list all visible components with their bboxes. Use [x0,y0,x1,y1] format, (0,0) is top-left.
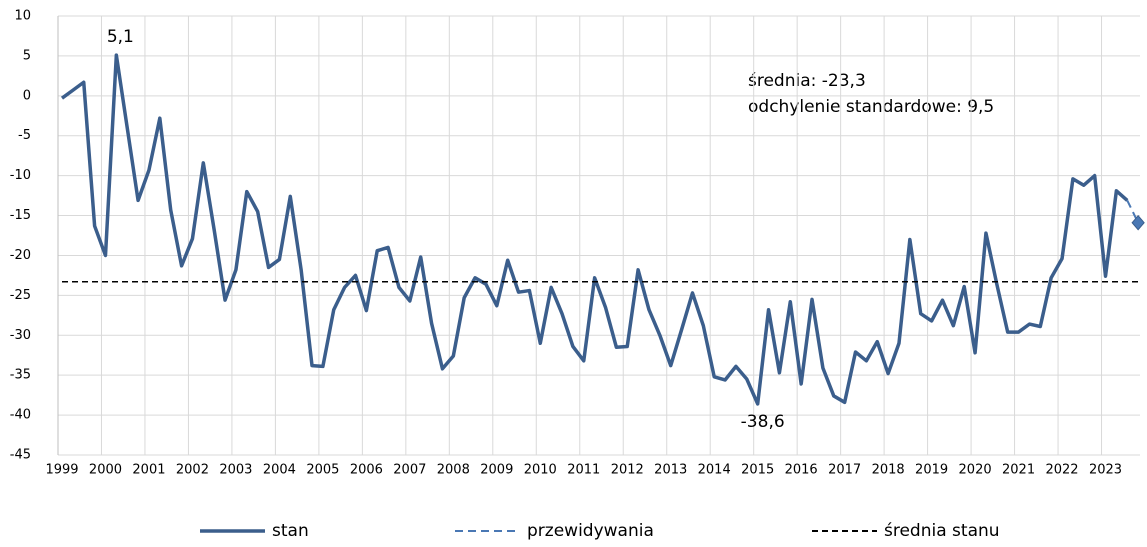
x-tick-label: 2020 [959,463,992,478]
y-tick-label: -5 [18,128,31,143]
data-label: 5,1 [107,27,134,47]
x-tick-label: 2018 [872,463,905,478]
y-tick-label: -20 [10,248,31,263]
x-tick-label: 2000 [89,463,122,478]
y-tick-label: -45 [10,448,31,463]
x-tick-label: 2009 [480,463,513,478]
x-tick-label: 2003 [219,463,252,478]
x-tick-label: 2015 [741,463,774,478]
legend-label: średnia stanu [884,521,1000,541]
x-tick-label: 2011 [567,463,600,478]
legend-label: stan [272,521,309,541]
x-tick-label: 2001 [132,463,165,478]
y-tick-label: -30 [10,328,31,343]
data-label: -38,6 [741,412,785,432]
x-tick-label: 2002 [176,463,209,478]
x-tick-label: 2012 [611,463,644,478]
y-tick-label: 5 [23,48,31,63]
x-tick-label: 2017 [828,463,861,478]
y-tick-label: -35 [10,368,31,383]
x-tick-label: 2016 [785,463,818,478]
y-tick-label: -15 [10,208,31,223]
annotation: odchylenie standardowe: 9,5 [748,97,994,117]
x-tick-label: 2021 [1002,463,1035,478]
x-tick-label: 2023 [1089,463,1122,478]
x-tick-label: 2007 [393,463,426,478]
x-tick-label: 2008 [437,463,470,478]
y-tick-label: -25 [10,288,31,303]
annotation: średnia: -23,3 [748,71,866,91]
x-tick-label: 2019 [915,463,948,478]
x-tick-label: 2014 [698,463,731,478]
y-tick-label: -40 [10,408,31,423]
series-line [60,53,1129,406]
x-tick-label: 2013 [654,463,687,478]
x-tick-label: 2006 [350,463,383,478]
forecast-marker [1131,214,1145,231]
x-tick-label: 2004 [263,463,296,478]
x-tick-label: 2010 [524,463,557,478]
y-tick-label: 0 [23,88,31,103]
y-tick-label: -10 [10,168,31,183]
legend-label: przewidywania [527,521,654,541]
x-tick-label: 2022 [1045,463,1078,478]
y-tick-label: 10 [14,9,31,24]
x-tick-label: 1999 [45,463,78,478]
x-tick-label: 2005 [306,463,339,478]
